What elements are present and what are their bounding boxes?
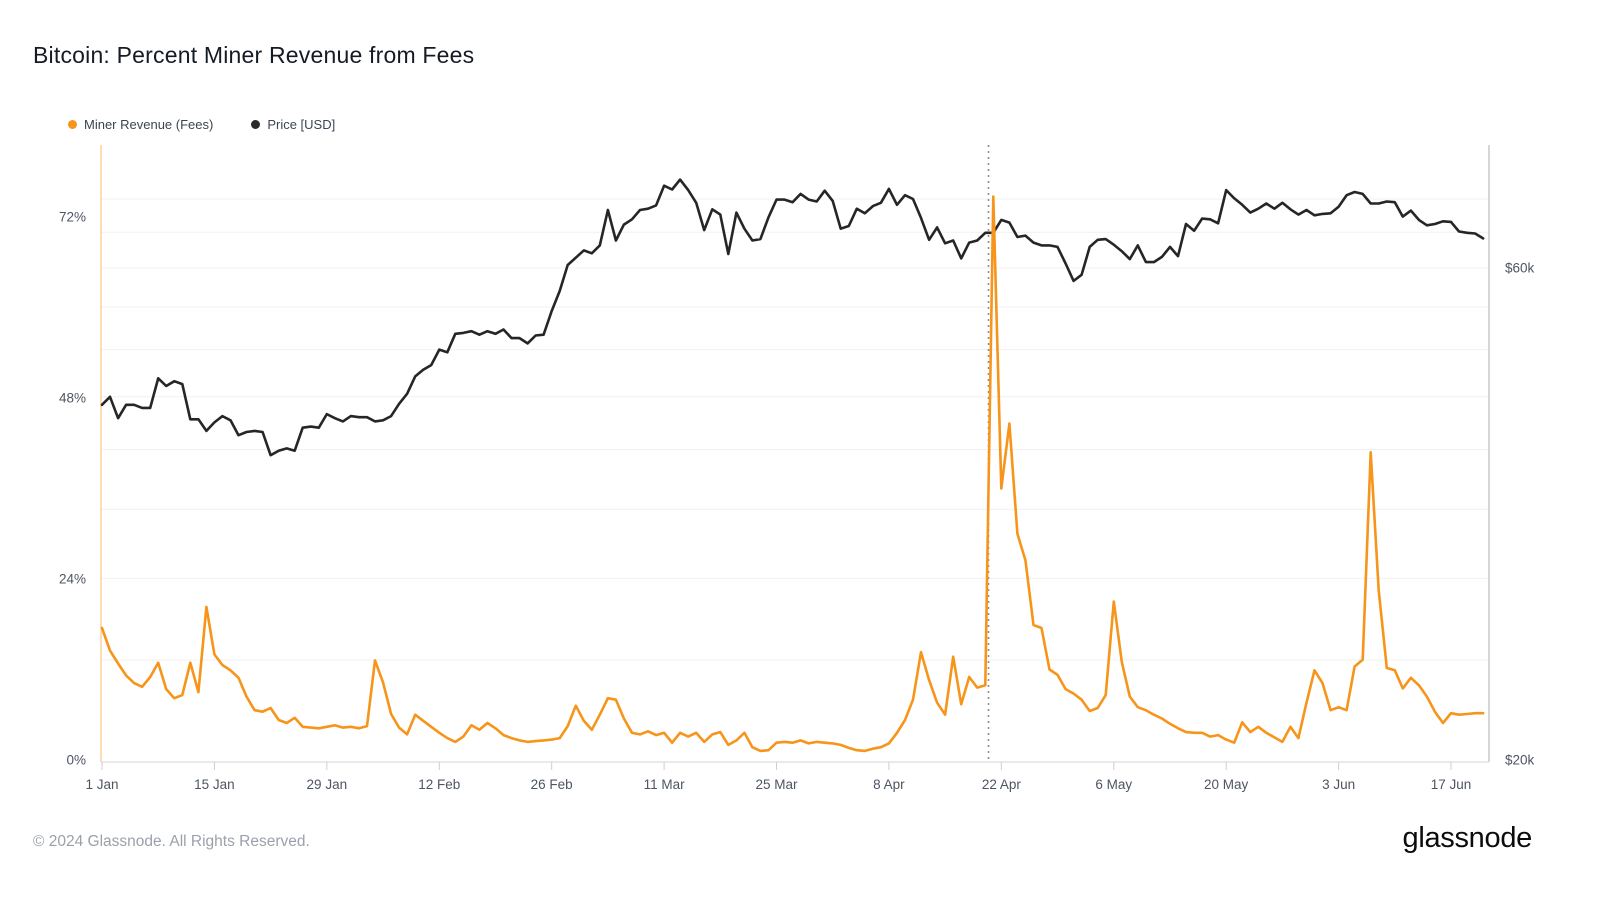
copyright-text: © 2024 Glassnode. All Rights Reserved.: [33, 833, 310, 850]
glassnode-logo[interactable]: glassnode: [1402, 822, 1532, 854]
y-axis-label-left: 0%: [66, 753, 86, 768]
y-axis-label-left: 48%: [59, 390, 86, 405]
x-axis-label: 1 Jan: [85, 777, 118, 792]
x-axis-label: 11 Mar: [644, 777, 686, 792]
x-axis-label: 22 Apr: [982, 777, 1022, 792]
x-axis-label: 15 Jan: [194, 777, 235, 792]
y-axis-label-left: 72%: [59, 209, 86, 224]
y-axis-label-right: $20k: [1505, 752, 1535, 767]
y-axis-label-left: 24%: [59, 571, 86, 586]
legend-label-miner-revenue: Miner Revenue (Fees): [84, 117, 214, 132]
x-axis-label: 12 Feb: [418, 777, 460, 792]
x-axis-label: 8 Apr: [873, 777, 905, 792]
x-axis-label: 6 May: [1095, 777, 1132, 792]
legend: Miner Revenue (Fees) Price [USD]: [68, 117, 373, 132]
legend-dot-black-icon: [251, 120, 261, 129]
y-axis-label-right: $60k: [1505, 261, 1535, 276]
x-axis-label: 26 Feb: [531, 777, 573, 792]
legend-dot-orange-icon: [68, 120, 77, 129]
x-axis-label: 25 Mar: [755, 777, 798, 792]
chart-canvas[interactable]: 72% 48% 24% 0% $60k $20k 1 Jan 15 Jan 29 Jan 12 F…: [0, 0, 1600, 810]
legend-item-miner-revenue[interactable]: Miner Revenue (Fees): [68, 117, 213, 132]
x-axis-label: 17 Jun: [1431, 777, 1472, 792]
fees-line: [100, 195, 1485, 753]
x-axis-label: 3 Jun: [1322, 777, 1355, 792]
legend-item-price[interactable]: Price [USD]: [251, 117, 335, 132]
x-axis-label: 29 Jan: [307, 777, 348, 792]
legend-label-price: Price [USD]: [267, 117, 336, 132]
price-line: [100, 178, 1485, 457]
x-axis-label: 20 May: [1204, 777, 1249, 792]
chart-title: Bitcoin: Percent Miner Revenue from Fees: [33, 42, 475, 68]
